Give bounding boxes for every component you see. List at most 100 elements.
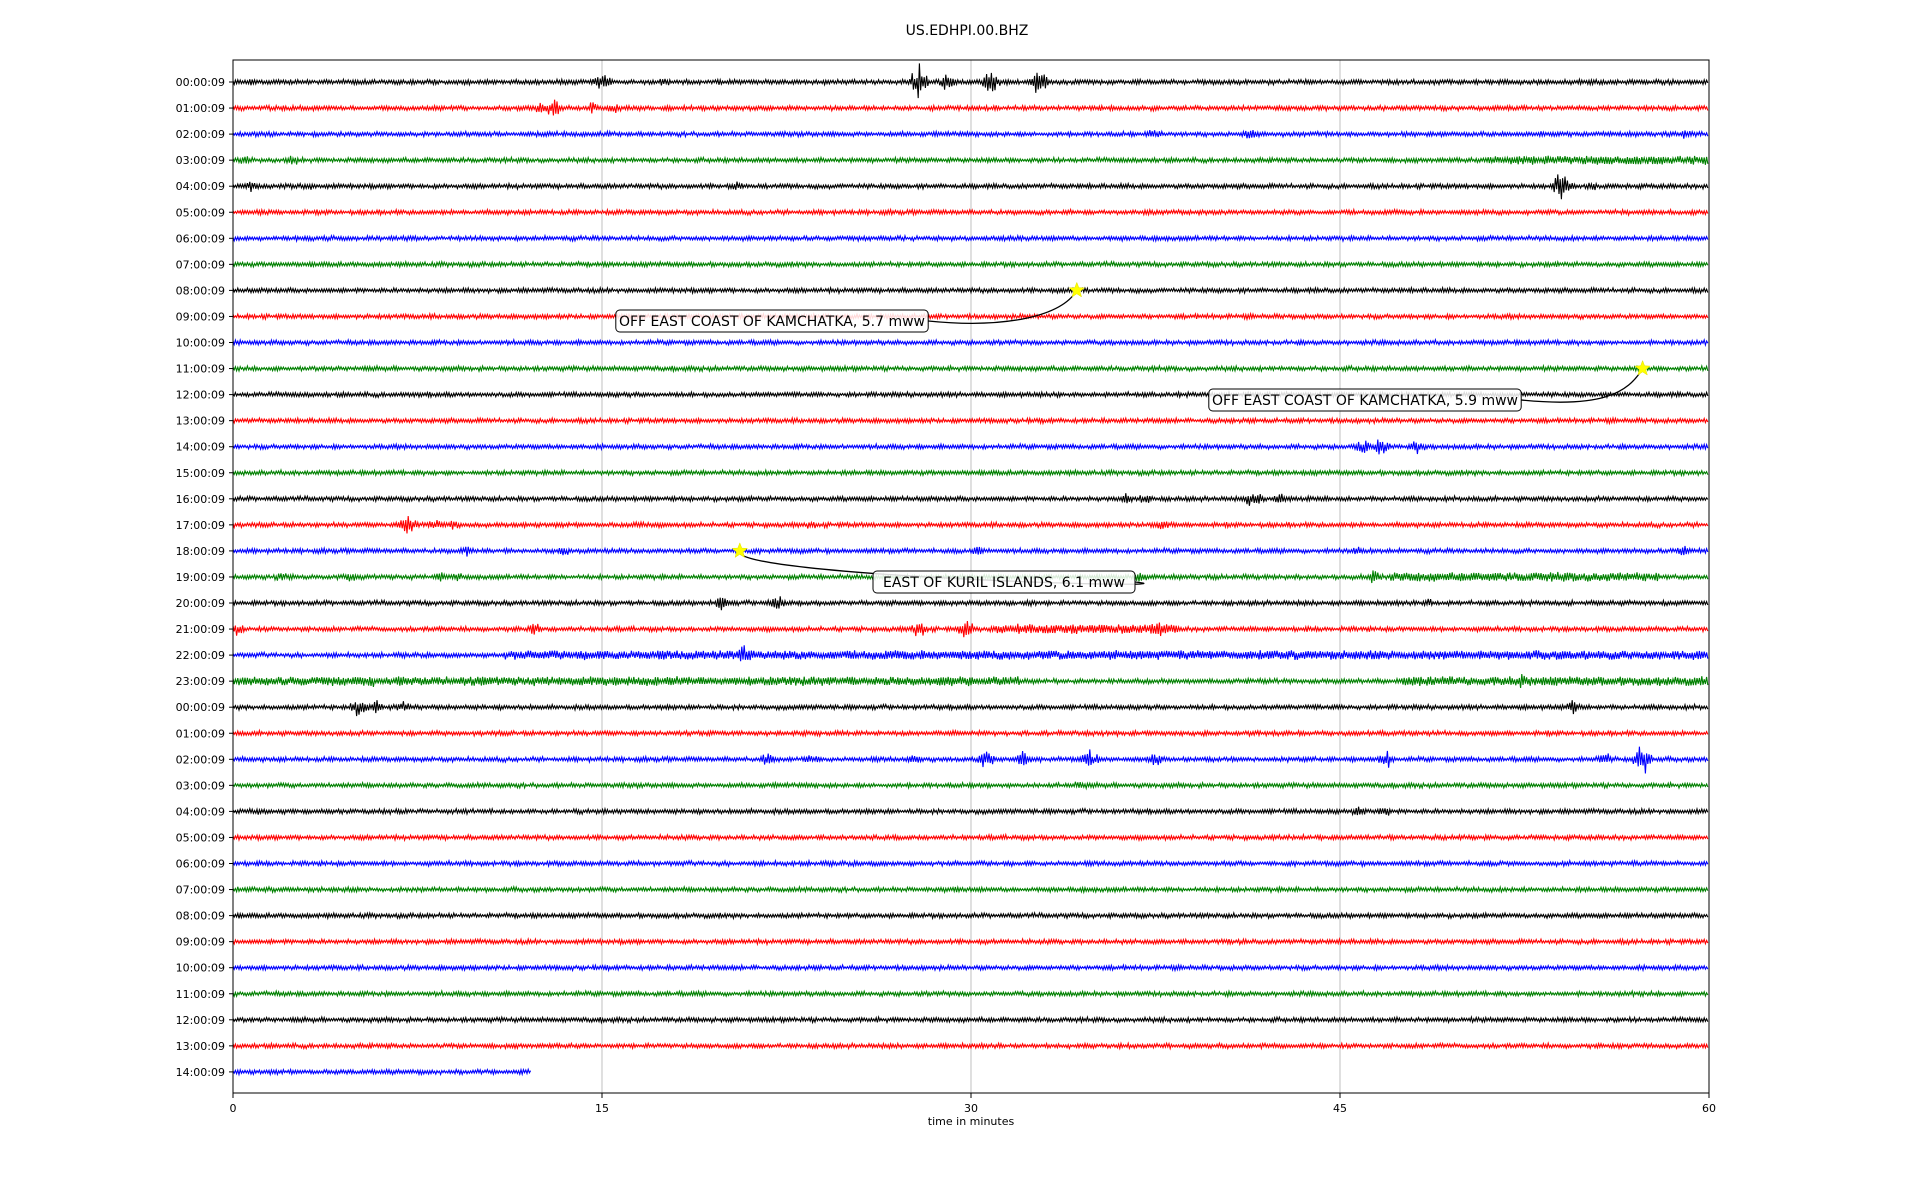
event-annotations: OFF EAST COAST OF KAMCHATKA, 5.7 mww OFF … <box>615 281 1651 594</box>
trace-row-36 <box>232 1014 1709 1025</box>
trace-row-20 <box>232 596 1709 611</box>
trace-row-22 <box>232 645 1709 662</box>
y-tick-label: 03:00:09 <box>176 779 225 792</box>
y-tick-label: 05:00:09 <box>176 831 225 844</box>
x-tick-label: 0 <box>230 1102 237 1115</box>
y-tick-label: 20:00:09 <box>176 597 225 610</box>
event-star-marker <box>731 542 749 558</box>
event-annotation-1: OFF EAST COAST OF KAMCHATKA, 5.7 mww <box>615 281 1086 333</box>
trace-row-2 <box>232 129 1709 139</box>
y-tick-label: 00:00:09 <box>176 701 225 714</box>
y-tick-label: 22:00:09 <box>176 649 225 662</box>
trace-row-33 <box>232 936 1709 947</box>
annotation-label: EAST OF KURIL ISLANDS, 6.1 mww <box>883 575 1125 591</box>
y-tick-label: 23:00:09 <box>176 675 225 688</box>
event-annotation-2: OFF EAST COAST OF KAMCHATKA, 5.9 mww <box>1208 359 1651 412</box>
y-tick-label: 21:00:09 <box>176 623 225 636</box>
y-tick-label: 03:00:09 <box>176 154 225 167</box>
trace-row-32 <box>232 910 1709 921</box>
y-tick-label: 00:00:09 <box>176 76 225 89</box>
trace-row-31 <box>232 884 1709 895</box>
trace-row-4 <box>232 174 1709 200</box>
y-tick-label: 16:00:09 <box>176 493 225 506</box>
x-axis-label: time in minutes <box>928 1115 1015 1128</box>
y-tick-label: 13:00:09 <box>176 415 225 428</box>
y-tick-label: 14:00:09 <box>176 441 225 454</box>
y-tick-label: 06:00:09 <box>176 858 225 871</box>
y-tick-label: 17:00:09 <box>176 519 225 532</box>
trace-row-28 <box>232 806 1709 817</box>
y-tick-label: 11:00:09 <box>176 988 225 1001</box>
y-tick-label: 05:00:09 <box>176 206 225 219</box>
y-tick-label: 10:00:09 <box>176 337 225 350</box>
annotation-box <box>872 570 1136 594</box>
y-tick-label: 02:00:09 <box>176 753 225 766</box>
y-tick-label: 01:00:09 <box>176 727 225 740</box>
row-time-labels: 00:00:09 01:00:09 02:00:09 03:00:09 04:00:09… <box>176 76 233 1079</box>
x-tick-label: 60 <box>1702 1102 1716 1115</box>
trace-row-17 <box>232 515 1709 534</box>
y-tick-label: 12:00:09 <box>176 389 225 402</box>
y-tick-label: 04:00:09 <box>176 805 225 818</box>
trace-row-18 <box>232 545 1709 557</box>
trace-series <box>232 63 1709 1077</box>
trace-row-30 <box>232 858 1709 869</box>
y-tick-label: 18:00:09 <box>176 545 225 558</box>
x-axis-ticks: 0 15 30 45 60 <box>230 1093 1716 1115</box>
trace-row-13 <box>232 415 1709 426</box>
y-tick-label: 01:00:09 <box>176 102 225 115</box>
y-tick-label: 11:00:09 <box>176 363 225 376</box>
x-tick-label: 30 <box>964 1102 978 1115</box>
annotation-connector <box>1521 368 1644 403</box>
trace-row-3 <box>232 155 1709 165</box>
event-star-marker <box>1634 359 1651 376</box>
trace-row-26 <box>232 746 1709 774</box>
y-tick-label: 04:00:09 <box>176 180 225 193</box>
y-tick-label: 07:00:09 <box>176 258 225 271</box>
trace-row-38 <box>232 1067 532 1077</box>
trace-row-10 <box>232 337 1709 348</box>
trace-row-37 <box>232 1041 1709 1051</box>
trace-row-24 <box>232 700 1709 717</box>
x-tick-label: 45 <box>1333 1102 1347 1115</box>
chart-title: US.EDHPI.00.BHZ <box>906 23 1029 39</box>
annotation-label: OFF EAST COAST OF KAMCHATKA, 5.7 mww <box>619 314 925 330</box>
trace-row-16 <box>232 493 1709 506</box>
y-tick-label: 13:00:09 <box>176 1040 225 1053</box>
trace-row-27 <box>232 780 1709 791</box>
trace-row-21 <box>232 620 1709 638</box>
trace-row-35 <box>232 988 1709 999</box>
annotation-box <box>615 309 929 333</box>
y-tick-label: 19:00:09 <box>176 571 225 584</box>
y-tick-label: 15:00:09 <box>176 467 225 480</box>
trace-row-25 <box>232 728 1709 739</box>
y-tick-label: 12:00:09 <box>176 1014 225 1027</box>
trace-row-1 <box>232 99 1709 116</box>
trace-row-9 <box>232 311 1709 322</box>
trace-row-5 <box>232 207 1709 218</box>
annotation-label: OFF EAST COAST OF KAMCHATKA, 5.9 mww <box>1212 393 1518 409</box>
y-tick-label: 10:00:09 <box>176 962 225 975</box>
x-tick-label: 15 <box>595 1102 609 1115</box>
trace-row-29 <box>232 832 1709 843</box>
trace-row-11 <box>232 363 1709 374</box>
trace-row-15 <box>232 468 1709 478</box>
trace-row-23 <box>232 673 1709 688</box>
y-tick-label: 07:00:09 <box>176 884 225 897</box>
y-tick-label: 14:00:09 <box>176 1066 225 1079</box>
trace-row-6 <box>232 233 1709 244</box>
trace-row-14 <box>232 439 1709 455</box>
y-tick-label: 06:00:09 <box>176 232 225 245</box>
annotation-connector <box>928 290 1078 324</box>
y-tick-label: 02:00:09 <box>176 128 225 141</box>
trace-row-8 <box>232 285 1709 296</box>
annotation-box <box>1208 388 1522 412</box>
event-annotation-3: EAST OF KURIL ISLANDS, 6.1 mww <box>731 542 1145 594</box>
trace-row-34 <box>232 962 1709 973</box>
trace-row-0 <box>232 63 1709 99</box>
y-tick-label: 08:00:09 <box>176 284 225 297</box>
y-tick-label: 09:00:09 <box>176 310 225 323</box>
y-tick-label: 09:00:09 <box>176 936 225 949</box>
